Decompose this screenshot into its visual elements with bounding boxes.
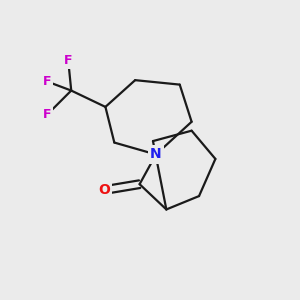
Text: F: F [64, 54, 73, 67]
Text: N: N [150, 148, 162, 161]
Text: F: F [43, 75, 52, 88]
Text: O: O [98, 183, 110, 197]
Text: F: F [43, 108, 52, 121]
